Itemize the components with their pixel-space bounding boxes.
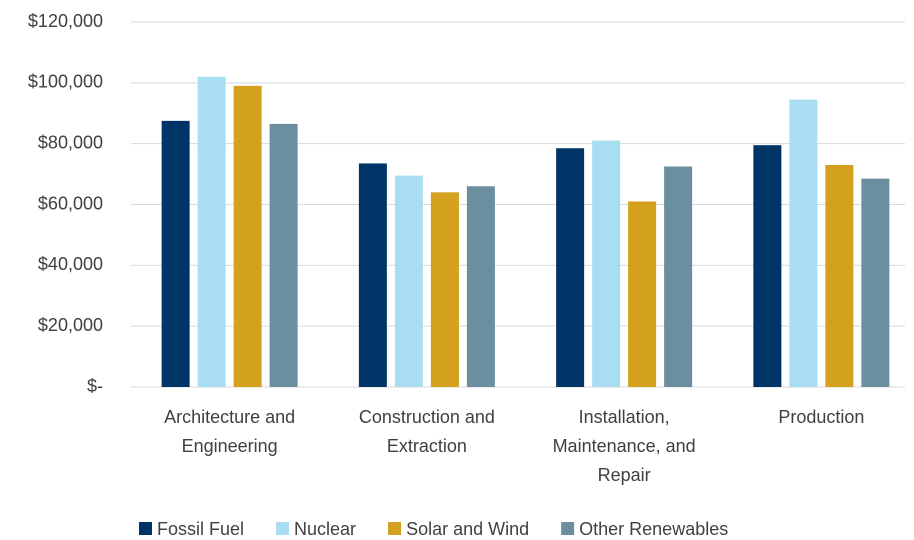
legend-swatch bbox=[139, 522, 152, 535]
legend-swatch bbox=[561, 522, 575, 535]
bar bbox=[753, 145, 782, 387]
bar bbox=[197, 76, 226, 387]
legend-label: Other Renewables bbox=[579, 519, 728, 539]
y-tick-label: $120,000 bbox=[28, 11, 103, 31]
bar bbox=[466, 186, 495, 387]
bar bbox=[556, 148, 585, 387]
bar bbox=[825, 164, 854, 387]
bar bbox=[358, 163, 387, 387]
x-tick-label: Production bbox=[778, 407, 865, 427]
bar bbox=[161, 120, 190, 388]
legend-label: Solar and Wind bbox=[406, 519, 529, 539]
y-tick-label: $40,000 bbox=[38, 254, 103, 274]
legend-label: Nuclear bbox=[294, 519, 356, 539]
legend-swatch bbox=[276, 522, 290, 535]
bar bbox=[789, 99, 818, 387]
bar bbox=[233, 85, 262, 387]
y-tick-label: $80,000 bbox=[38, 132, 103, 152]
bar bbox=[269, 123, 298, 387]
legend-label: Fossil Fuel bbox=[157, 519, 244, 539]
bar bbox=[664, 166, 693, 387]
y-tick-label: $20,000 bbox=[38, 315, 103, 335]
legend-swatch bbox=[388, 522, 402, 535]
y-tick-label: $100,000 bbox=[28, 72, 103, 92]
bar bbox=[394, 175, 423, 387]
y-tick-label: $60,000 bbox=[38, 193, 103, 213]
x-tick-label: Construction and Extraction bbox=[358, 407, 495, 456]
x-tick-label: Installation, Maintenance, and Repair bbox=[552, 407, 696, 485]
y-tick-label: $- bbox=[87, 376, 103, 396]
bar bbox=[592, 140, 621, 387]
x-tick-label: Architecture and Engineering bbox=[164, 407, 296, 456]
bar bbox=[628, 201, 657, 387]
bar bbox=[861, 178, 890, 387]
bar bbox=[430, 192, 459, 387]
